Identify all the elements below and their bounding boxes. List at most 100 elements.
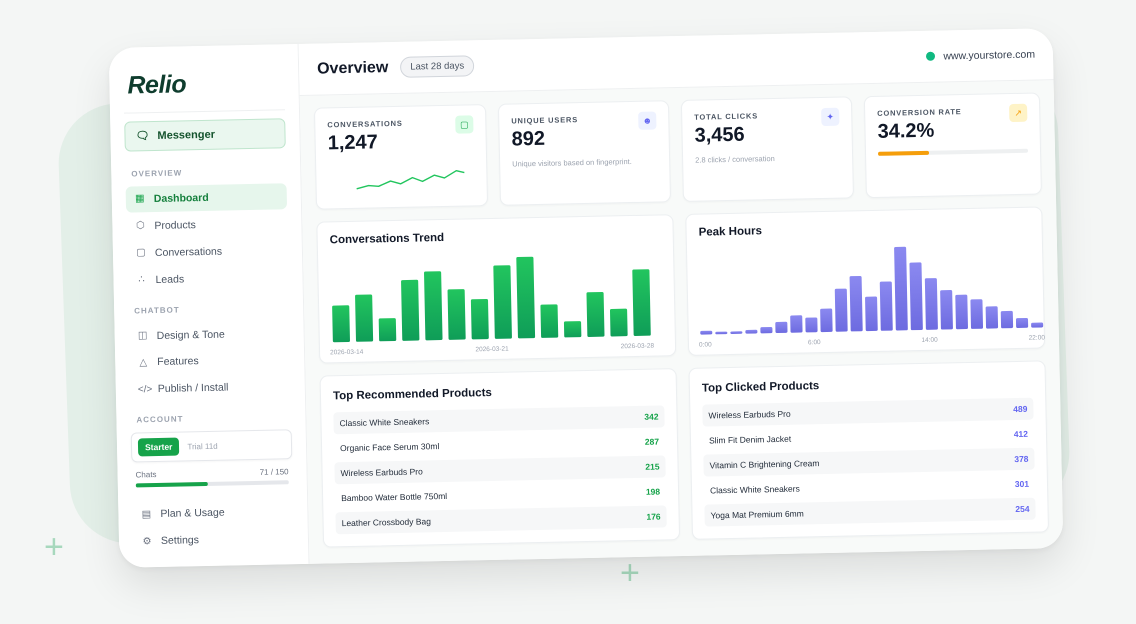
chart-bar[interactable] — [909, 262, 923, 331]
chart-bar[interactable] — [955, 294, 968, 330]
list-item[interactable]: Leather Crossbody Bag 176 — [335, 505, 667, 535]
user-icon: ☻ — [638, 111, 657, 130]
product-count: 198 — [645, 486, 661, 497]
chart-bar[interactable] — [1000, 310, 1014, 329]
list-item[interactable]: Yoga Mat Premium 6mm 254 — [704, 497, 1036, 527]
product-name: Organic Face Serum 30ml — [339, 441, 440, 454]
trial-text: Trial 11d — [187, 441, 218, 452]
chart-bar[interactable] — [894, 246, 908, 331]
chart-bar[interactable] — [700, 330, 713, 335]
product-name: Slim Fit Denim Jacket — [708, 433, 792, 446]
chart-bar[interactable] — [540, 304, 559, 338]
list-item[interactable]: Bamboo Water Bottle 750ml 198 — [335, 480, 666, 509]
product-name: Bamboo Water Bottle 750ml — [341, 490, 448, 504]
cursor-click-icon: ✦ — [821, 107, 840, 127]
kpi-value: 1,247 — [327, 131, 378, 155]
sidebar-item-plan-usage[interactable]: ▤ Plan & Usage — [132, 498, 294, 527]
kpi-card-conversations: CONVERSATIONS 1,247 ▢ — [313, 104, 489, 210]
chart-bar[interactable] — [760, 326, 773, 334]
kpi-card-total-clicks: TOTAL CLICKS 3,456 2.8 clicks / conversa… — [680, 96, 854, 202]
chart-bar[interactable] — [516, 256, 536, 339]
x-tick-label: 14:00 — [921, 337, 938, 344]
chart-bar[interactable] — [401, 279, 420, 341]
chart-bar[interactable] — [865, 296, 878, 332]
product-count: 342 — [644, 411, 659, 422]
chart-bar[interactable] — [715, 331, 728, 335]
sidebar-item-dashboard[interactable]: ▦ Dashboard — [125, 183, 288, 213]
chart-bar[interactable] — [790, 315, 803, 333]
chart-bar[interactable] — [470, 298, 489, 340]
sidebar-item-label: Leads — [155, 273, 185, 286]
chart-bar[interactable] — [820, 308, 833, 333]
lists-row: Top Recommended Products Classic White S… — [319, 360, 1050, 548]
sidebar-item-settings[interactable]: ⚙ Settings — [133, 525, 295, 554]
chart-bar[interactable] — [940, 290, 953, 330]
sidebar-item-products[interactable]: ⬡ Products — [126, 210, 288, 239]
chart-bar[interactable] — [378, 318, 397, 342]
x-tick-label: 0:00 — [699, 341, 712, 348]
chart-bar[interactable] — [849, 275, 863, 332]
app-logo[interactable]: Relio — [127, 70, 187, 100]
chart-bar[interactable] — [609, 308, 628, 337]
list-item[interactable]: Vitamin C Brightening Cream 378 — [703, 447, 1035, 477]
sidebar: Relio 🗨 Messenger OVERVIEW ▦ Dashboard ⬡… — [108, 43, 310, 568]
messenger-button[interactable]: 🗨 Messenger — [124, 118, 286, 152]
chart-bar[interactable] — [775, 321, 788, 334]
list-item[interactable]: Wireless Earbuds Pro 489 — [702, 397, 1034, 427]
list-item[interactable]: Wireless Earbuds Pro 215 — [334, 455, 666, 485]
sidebar-item-label: Conversations — [154, 245, 223, 259]
store-link[interactable]: www.yourstore.com — [926, 48, 1035, 62]
chart-bar[interactable] — [424, 271, 443, 341]
chart-bar[interactable] — [834, 288, 848, 332]
chart-bar[interactable] — [355, 294, 374, 342]
date-range-button[interactable]: Last 28 days — [400, 55, 475, 78]
list-item[interactable]: Slim Fit Denim Jacket 412 — [703, 423, 1034, 452]
chart-bar[interactable] — [586, 291, 605, 337]
kpi-row: CONVERSATIONS 1,247 ▢ UNIQUE USERS 892 U… — [313, 92, 1042, 210]
list-item[interactable]: Classic White Sneakers 342 — [333, 405, 665, 435]
peak-hours-chart: 0:00 6:00 14:00 22:00 — [699, 246, 1045, 349]
plan-box[interactable]: Starter Trial 11d — [130, 429, 293, 463]
product-name: Vitamin C Brightening Cream — [709, 458, 820, 471]
chart-bar[interactable] — [1031, 322, 1044, 328]
kpi-value: 3,456 — [694, 123, 745, 147]
chart-bar[interactable] — [563, 321, 582, 338]
list-item[interactable]: Organic Face Serum 30ml 287 — [334, 430, 665, 459]
chart-bar[interactable] — [730, 331, 743, 334]
kpi-label: CONVERSION RATE — [877, 107, 962, 118]
sidebar-item-label: Plan & Usage — [160, 506, 225, 521]
trend-up-icon: ↗ — [1009, 103, 1028, 123]
chart-bar[interactable] — [985, 306, 999, 329]
status-dot-icon — [926, 51, 936, 61]
sidebar-item-label: Features — [157, 355, 199, 369]
sidebar-item-features[interactable]: △ Features — [129, 347, 291, 376]
top-clicked-list: Wireless Earbuds Pro 489 Slim Fit Denim Ja… — [702, 397, 1036, 527]
chart-bar[interactable] — [1015, 317, 1029, 328]
sidebar-item-conversations[interactable]: ▢ Conversations — [127, 237, 289, 266]
chart-bar[interactable] — [970, 299, 984, 329]
kpi-value: 34.2% — [877, 119, 935, 143]
product-count: 176 — [646, 511, 661, 522]
chats-value: 71 / 150 — [259, 467, 289, 478]
top-clicked-card: Top Clicked Products Wireless Earbuds Pr… — [688, 360, 1050, 540]
chats-label: Chats — [135, 470, 157, 480]
chart-bar[interactable] — [447, 289, 466, 340]
chart-title: Peak Hours — [698, 225, 763, 239]
sidebar-item-publish-install[interactable]: </> Publish / Install — [130, 374, 292, 403]
list-item[interactable]: Classic White Sneakers 301 — [704, 473, 1035, 502]
chart-bar[interactable] — [924, 278, 938, 330]
sidebar-item-label: Products — [154, 218, 196, 232]
chats-usage: Chats 71 / 150 — [132, 467, 293, 479]
product-name: Classic White Sneakers — [709, 483, 800, 496]
sidebar-item-label: Publish / Install — [157, 381, 229, 396]
chart-bar[interactable] — [879, 281, 893, 331]
sidebar-item-design-tone[interactable]: ◫ Design & Tone — [128, 320, 290, 349]
chart-bar[interactable] — [745, 329, 758, 334]
main-content: Overview Last 28 days www.yourstore.com … — [298, 28, 1064, 564]
chart-bar[interactable] — [805, 317, 818, 333]
chart-bar[interactable] — [632, 269, 651, 336]
chart-bar[interactable] — [493, 265, 512, 339]
chart-bar[interactable] — [332, 305, 350, 343]
sidebar-item-leads[interactable]: ∴ Leads — [127, 264, 289, 293]
page-title: Overview — [316, 58, 389, 78]
